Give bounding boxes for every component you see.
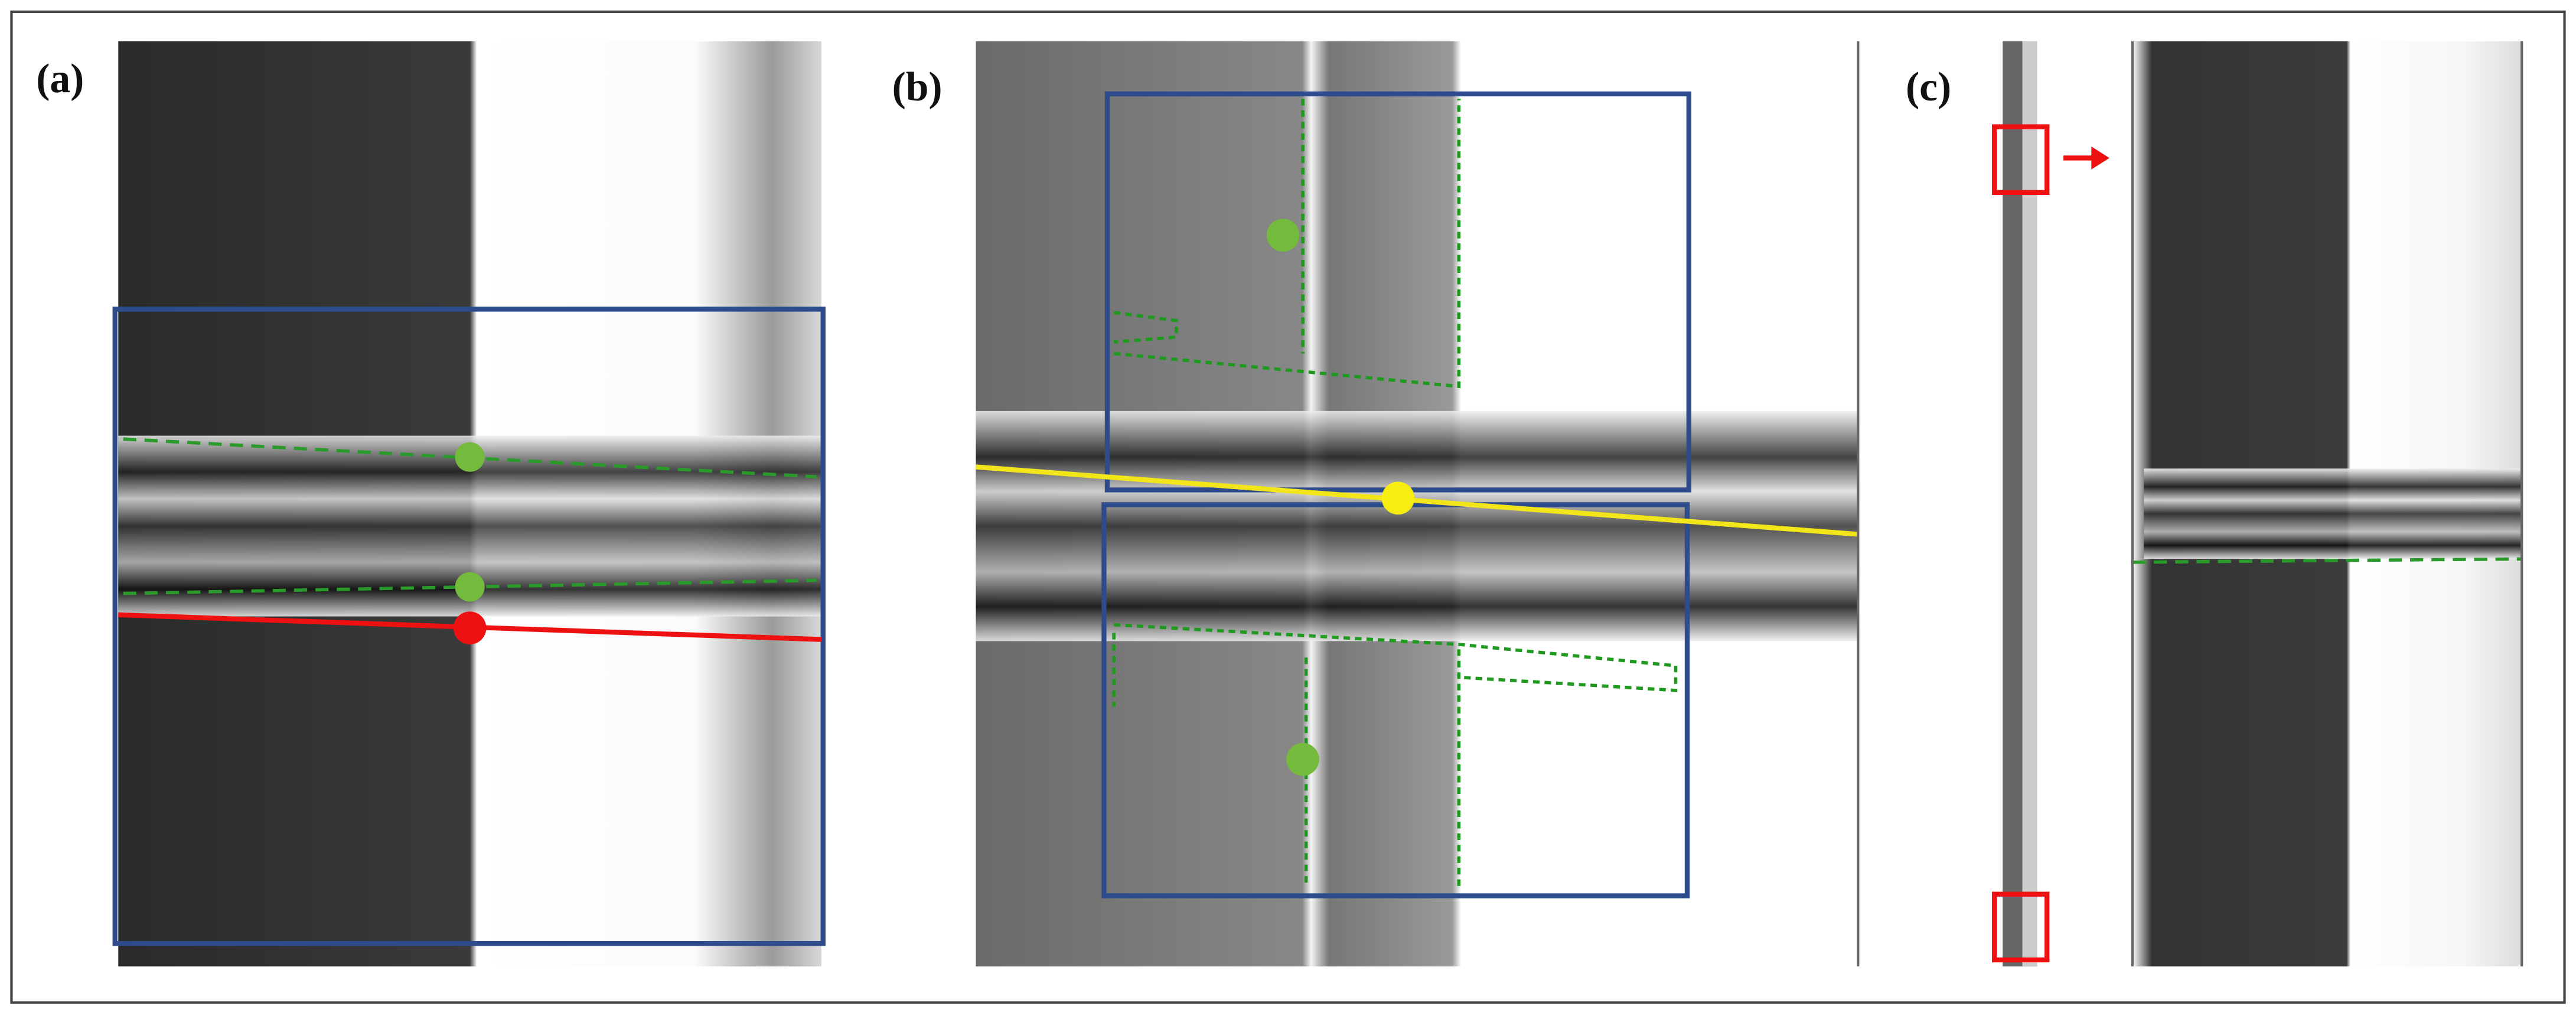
band-c xyxy=(2144,468,2522,559)
frame xyxy=(10,10,2566,1004)
center-point xyxy=(455,572,485,602)
strip-image xyxy=(2022,41,2037,967)
center-line xyxy=(976,464,1858,537)
zoom-box xyxy=(1992,891,2050,963)
arrow-head xyxy=(2091,146,2109,170)
center-point xyxy=(453,611,487,644)
contour xyxy=(1112,623,1678,888)
contour xyxy=(1113,99,1461,389)
panel-label: (c) xyxy=(1906,64,1951,110)
center-point xyxy=(1266,219,1300,252)
zoom-box xyxy=(1992,124,2050,196)
panel-label: (b) xyxy=(892,64,943,110)
center-point xyxy=(1381,481,1415,515)
center-point xyxy=(1286,743,1319,776)
panel-label: (a) xyxy=(36,56,84,102)
band-b xyxy=(976,411,1858,641)
fit-line xyxy=(2132,557,2522,564)
center-point xyxy=(455,442,485,472)
roi-box xyxy=(112,307,826,946)
